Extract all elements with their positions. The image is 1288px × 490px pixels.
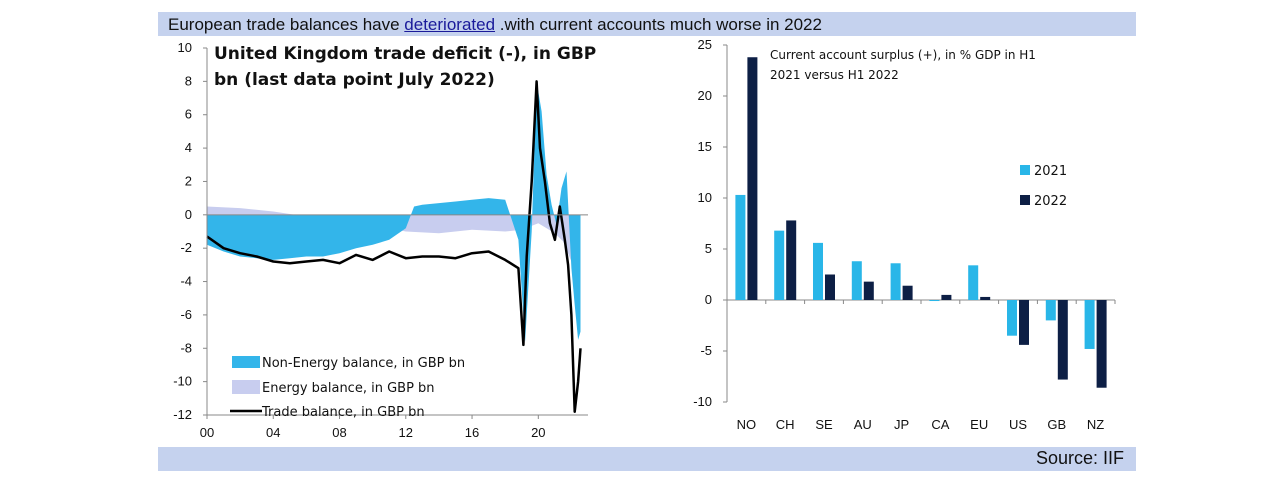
uk-trade-y-tick-label: 4 — [185, 140, 192, 155]
bar-2021-NO — [735, 194, 746, 300]
current-account-x-tick-label: GB — [1047, 417, 1066, 432]
current-account-y-tick-label: 25 — [698, 37, 712, 52]
bar-2021-CA — [929, 300, 940, 302]
uk-trade-series — [206, 80, 582, 413]
legend-label-2022: 2022 — [1034, 194, 1067, 209]
bar-2022-CH — [786, 220, 797, 300]
current-account-x-tick-label: SE — [815, 417, 833, 432]
trade-balance-line — [206, 80, 582, 413]
current-account-title-line-1: Current account surplus (+), in % GDP in… — [770, 48, 1036, 62]
bar-2022-CA — [941, 294, 952, 300]
bar-2022-NZ — [1096, 300, 1107, 388]
energy-balance-area — [207, 206, 581, 290]
legend-label-non-energy: Non-Energy balance, in GBP bn — [262, 356, 465, 371]
uk-trade-y-tick-label: -6 — [180, 307, 192, 322]
bar-2022-EU — [980, 296, 991, 300]
title-prefix: European trade balances have — [168, 15, 405, 34]
bar-2021-JP — [890, 263, 901, 300]
uk-trade-title-line-2: bn (last data point July 2022) — [214, 70, 495, 90]
header-banner: European trade balances have deteriorate… — [158, 12, 1136, 36]
current-account-x-tick-label: JP — [894, 417, 909, 432]
bar-2022-NO — [747, 57, 758, 300]
current-account-x-tick-label: CH — [776, 417, 795, 432]
uk-trade-y-tick-label: -10 — [173, 374, 192, 389]
current-account-x-tick-label: AU — [854, 417, 872, 432]
current-account-x-tick-label: EU — [970, 417, 988, 432]
page-title: European trade balances have deteriorate… — [168, 15, 822, 35]
uk-trade-y-tick-label: 6 — [185, 107, 192, 122]
uk-trade-y-tick-label: -12 — [173, 407, 192, 422]
uk-trade-y-tick-label: -8 — [180, 340, 192, 355]
current-account-axes: 25 20 15 10 5 0 -5 -10 NO CH SE AU JP CA EU US GB NZ — [693, 37, 1116, 432]
legend-swatch-2022 — [1020, 195, 1030, 205]
bar-2021-NZ — [1084, 300, 1095, 349]
uk-trade-x-tick-label: 00 — [200, 425, 214, 440]
legend-label-energy: Energy balance, in GBP bn — [262, 381, 435, 396]
current-account-chart: 25 20 15 10 5 0 -5 -10 NO CH SE AU JP CA EU US GB NZ Curr… — [693, 37, 1116, 432]
bar-2021-SE — [813, 242, 823, 300]
legend-swatch-energy — [232, 380, 260, 394]
current-account-y-tick-label: 10 — [698, 190, 712, 205]
uk-trade-y-tick-label: 0 — [185, 207, 192, 222]
current-account-x-tick-label: CA — [931, 417, 949, 432]
bar-2022-JP — [902, 285, 913, 300]
legend-label-trade: Trade balance, in GBP bn — [261, 405, 425, 420]
current-account-x-tick-label: NZ — [1087, 417, 1104, 432]
current-account-y-tick-label: -5 — [700, 343, 712, 358]
uk-trade-x-tick-label: 08 — [332, 425, 346, 440]
current-account-y-tick-label: 15 — [698, 139, 712, 154]
legend-label-2021: 2021 — [1034, 164, 1067, 179]
title-suffix: .with current accounts much worse in 202… — [495, 15, 822, 34]
non-energy-balance-area — [207, 81, 581, 342]
bar-2022-GB — [1057, 300, 1068, 380]
uk-trade-x-tick-label: 20 — [531, 425, 545, 440]
legend-swatch-non-energy — [232, 356, 260, 368]
legend-swatch-2021 — [1020, 165, 1030, 175]
current-account-y-tick-label: -10 — [693, 394, 712, 409]
uk-trade-y-tick-label: 8 — [185, 73, 192, 88]
current-account-legend: 2021 2022 — [1020, 164, 1067, 209]
current-account-bars — [735, 57, 1107, 388]
bar-2021-GB — [1045, 300, 1056, 321]
current-account-x-tick-label: US — [1009, 417, 1027, 432]
current-account-y-tick-label: 20 — [698, 88, 712, 103]
uk-trade-legend: Non-Energy balance, in GBP bn Energy bal… — [230, 356, 465, 420]
uk-trade-x-tick-label: 04 — [266, 425, 280, 440]
title-link[interactable]: deteriorated — [404, 15, 496, 34]
current-account-y-tick-label: 5 — [705, 241, 712, 256]
source-note: Source: IIF — [1035, 448, 1124, 468]
uk-trade-y-tick-label: 2 — [185, 173, 192, 188]
uk-trade-y-tick-label: -4 — [180, 274, 192, 289]
uk-trade-title-line-1: United Kingdom trade deficit (-), in GBP — [214, 44, 596, 64]
current-account-y-tick-label: 0 — [705, 292, 712, 307]
uk-trade-y-tick-label: 10 — [178, 40, 192, 55]
bar-2021-AU — [851, 261, 862, 300]
footer-banner: Source: IIF — [158, 447, 1136, 471]
bar-2022-AU — [863, 281, 874, 300]
current-account-x-tick-label: NO — [737, 417, 757, 432]
bar-2022-SE — [825, 274, 835, 300]
bar-2022-US — [1019, 300, 1029, 345]
bar-2021-US — [1007, 300, 1017, 336]
bar-2021-EU — [968, 265, 979, 300]
uk-trade-x-tick-label: 16 — [465, 425, 479, 440]
uk-trade-x-tick-label: 12 — [399, 425, 413, 440]
uk-trade-y-tick-label: -2 — [180, 240, 192, 255]
bar-2021-CH — [774, 230, 785, 300]
current-account-title-line-2: 2021 versus H1 2022 — [770, 68, 899, 82]
